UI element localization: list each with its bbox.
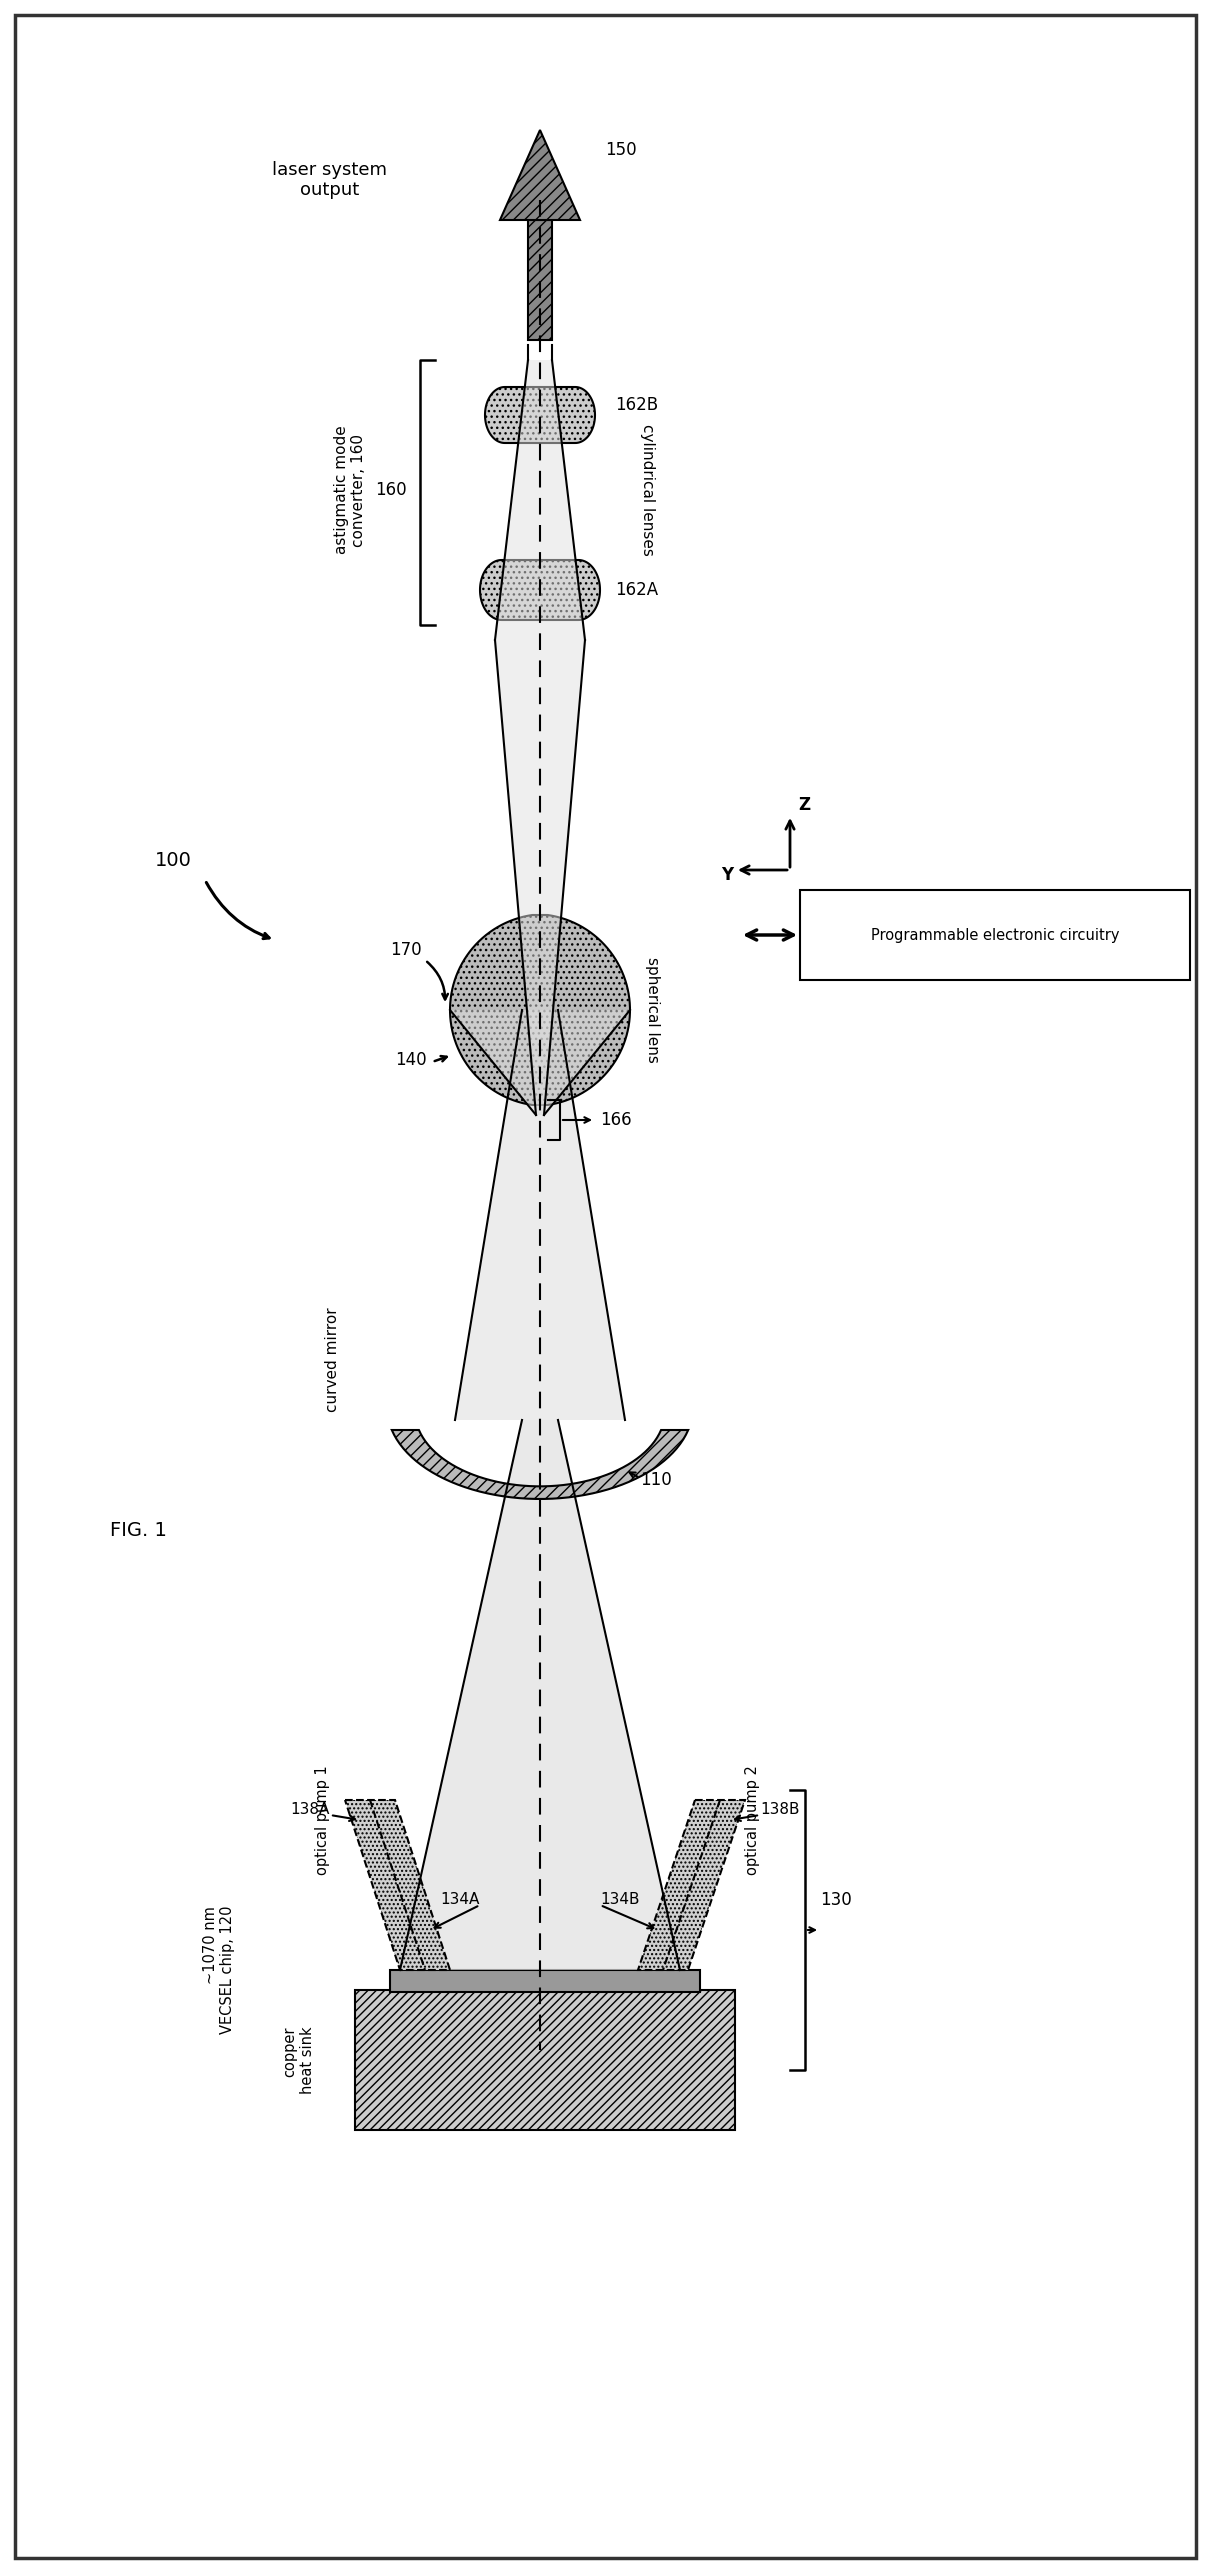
Polygon shape bbox=[500, 131, 580, 221]
Text: 138B: 138B bbox=[761, 1804, 799, 1817]
Text: FIG. 1: FIG. 1 bbox=[110, 1521, 167, 1539]
Text: 138A: 138A bbox=[291, 1804, 331, 1817]
Text: Z: Z bbox=[798, 795, 810, 813]
Text: 134A: 134A bbox=[441, 1894, 480, 1907]
Text: 162A: 162A bbox=[615, 581, 658, 600]
Text: ~1070 nm
VECSEL chip, 120: ~1070 nm VECSEL chip, 120 bbox=[202, 1907, 235, 2035]
Text: curved mirror: curved mirror bbox=[325, 1307, 340, 1413]
Polygon shape bbox=[392, 1431, 688, 1500]
Polygon shape bbox=[480, 561, 599, 620]
Text: 110: 110 bbox=[639, 1472, 672, 1490]
Text: spherical lens: spherical lens bbox=[645, 957, 660, 1063]
Text: 140: 140 bbox=[395, 1050, 426, 1068]
Polygon shape bbox=[638, 1801, 745, 1971]
Text: Y: Y bbox=[721, 867, 733, 885]
Text: astigmatic mode
converter, 160: astigmatic mode converter, 160 bbox=[334, 425, 366, 553]
Text: Programmable electronic circuitry: Programmable electronic circuitry bbox=[871, 926, 1119, 942]
Polygon shape bbox=[495, 360, 585, 641]
Text: 166: 166 bbox=[599, 1112, 632, 1130]
Text: copper
heat sink: copper heat sink bbox=[282, 2025, 315, 2094]
Polygon shape bbox=[400, 1420, 681, 1971]
Text: cylindrical lenses: cylindrical lenses bbox=[639, 425, 655, 556]
Text: laser system
output: laser system output bbox=[272, 160, 388, 198]
Text: 134B: 134B bbox=[599, 1894, 639, 1907]
Text: 150: 150 bbox=[606, 142, 637, 160]
Text: 130: 130 bbox=[820, 1891, 851, 1909]
Polygon shape bbox=[450, 916, 630, 1104]
Text: 170: 170 bbox=[390, 942, 421, 960]
Polygon shape bbox=[486, 386, 595, 443]
Text: optical pump 2: optical pump 2 bbox=[745, 1765, 761, 1876]
Polygon shape bbox=[450, 1011, 630, 1114]
Text: 100: 100 bbox=[155, 852, 191, 870]
Polygon shape bbox=[345, 1801, 450, 1971]
Polygon shape bbox=[455, 1011, 625, 1420]
Text: 162B: 162B bbox=[615, 396, 658, 414]
Polygon shape bbox=[495, 641, 585, 1114]
Polygon shape bbox=[528, 221, 552, 340]
Polygon shape bbox=[390, 1971, 700, 1992]
Text: 160: 160 bbox=[375, 481, 407, 499]
Text: optical pump 1: optical pump 1 bbox=[315, 1765, 331, 1876]
Polygon shape bbox=[355, 1989, 735, 2130]
